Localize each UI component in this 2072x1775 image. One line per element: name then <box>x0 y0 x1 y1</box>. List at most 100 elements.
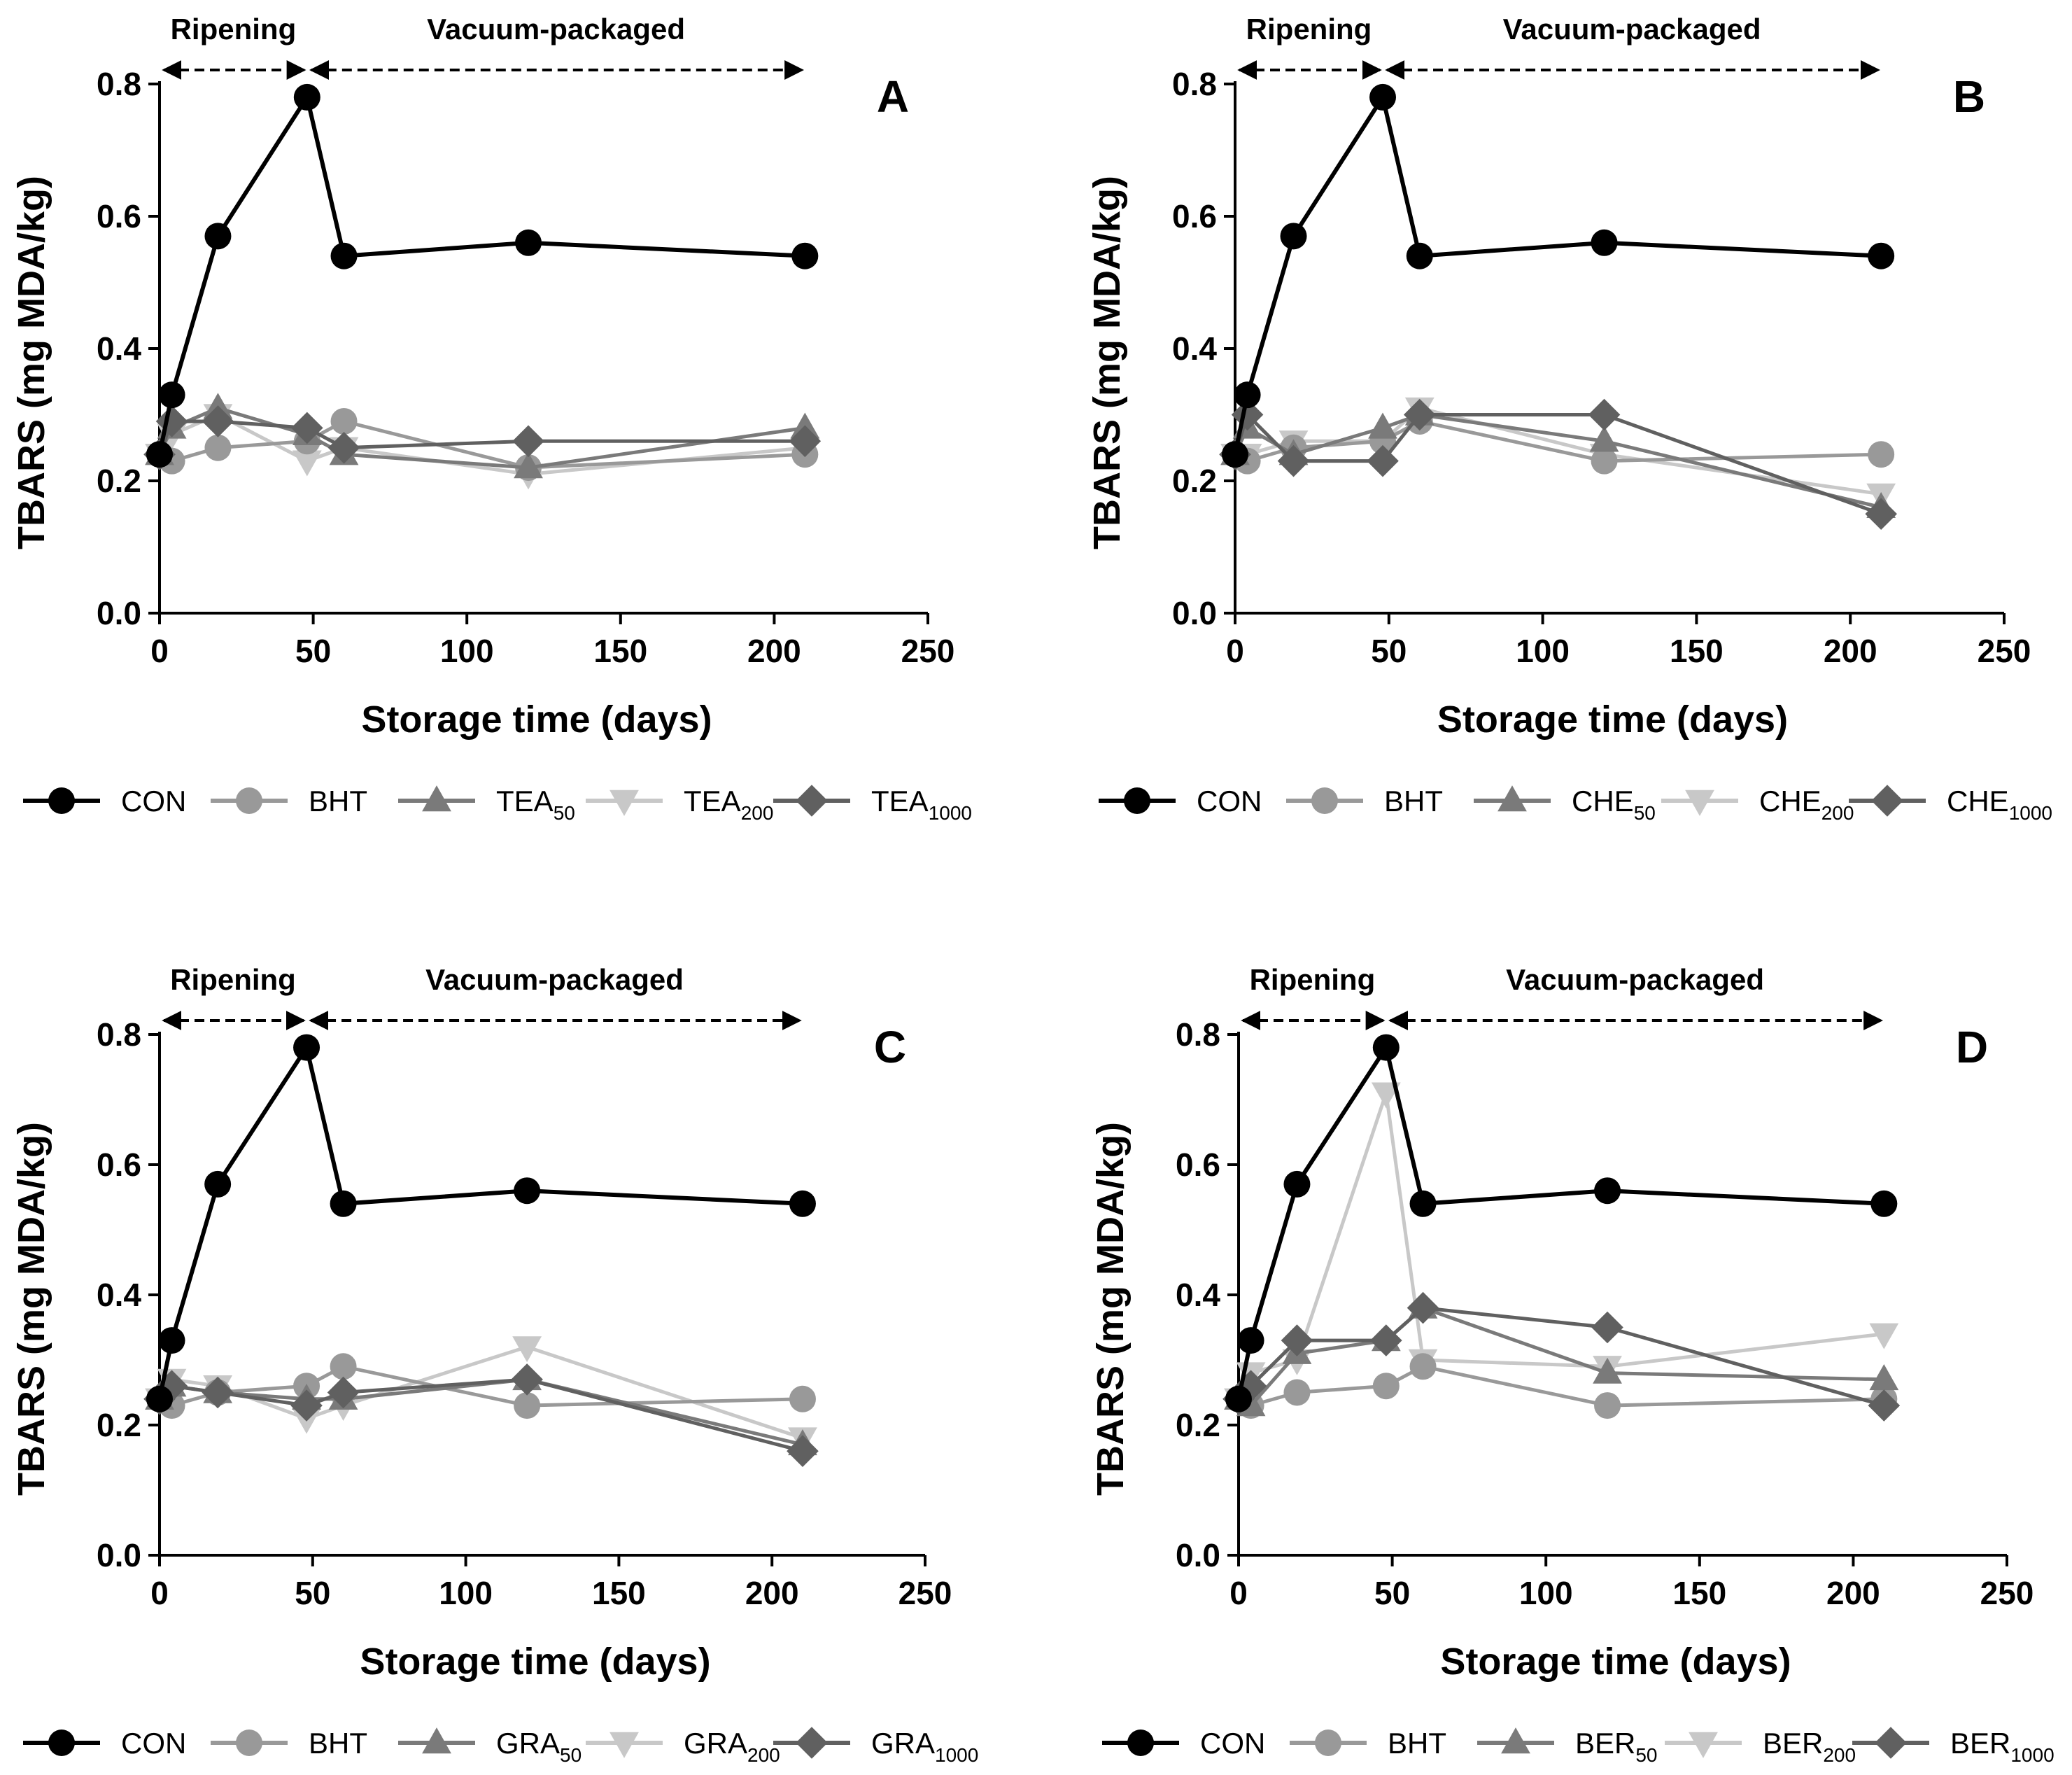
x-tick-label: 250 <box>1978 633 2031 669</box>
legend-subscript: 50 <box>554 802 575 824</box>
legend-label: BER200 <box>1763 1727 1856 1766</box>
x-tick-label: 250 <box>898 1575 952 1611</box>
data-point <box>1283 1379 1311 1406</box>
x-tick-label: 150 <box>1670 633 1724 669</box>
data-point <box>1409 1353 1437 1380</box>
legend-label: GRA1000 <box>871 1727 978 1766</box>
data-point <box>1222 441 1248 468</box>
legend-subscript: 1000 <box>2009 802 2052 824</box>
x-tick-label: 50 <box>295 1575 330 1611</box>
phase-label: Ripening <box>1250 963 1376 996</box>
legend-label: CON <box>1200 1727 1265 1760</box>
legend-subscript: 200 <box>1823 1744 1856 1766</box>
x-tick-label: 100 <box>1516 633 1570 669</box>
x-tick-label: 50 <box>295 633 331 669</box>
y-tick-label: 0.2 <box>97 1407 141 1443</box>
phase-label: Vacuum-packaged <box>425 963 684 996</box>
data-point <box>330 1353 357 1380</box>
legend-marker <box>1501 1727 1530 1754</box>
data-point <box>511 1363 543 1396</box>
x-axis-title: Storage time (days) <box>361 699 712 741</box>
legend-marker <box>1871 785 1903 817</box>
y-axis-title: TBARS (mg MDA/kg) <box>1086 176 1128 549</box>
data-point <box>146 1385 173 1412</box>
data-point <box>1868 242 1895 269</box>
data-point <box>791 242 819 269</box>
data-point <box>1869 1364 1899 1391</box>
data-point <box>512 1336 542 1363</box>
x-axis-title: Storage time (days) <box>360 1641 710 1683</box>
y-tick-label: 0.8 <box>97 66 141 102</box>
legend-subscript: 1000 <box>929 802 972 824</box>
legend-subscript: 1000 <box>2010 1744 2054 1766</box>
data-point <box>789 1190 816 1217</box>
y-tick-label: 0.8 <box>97 1016 141 1053</box>
y-axis-title: TBARS (mg MDA/kg) <box>10 176 52 549</box>
x-tick-label: 50 <box>1371 633 1407 669</box>
data-point <box>327 1376 360 1409</box>
data-point <box>1870 1190 1898 1217</box>
y-tick-label: 0.2 <box>1176 1407 1220 1443</box>
data-point <box>1406 242 1433 269</box>
data-point <box>1588 398 1621 431</box>
y-axis-title: TBARS (mg MDA/kg) <box>1090 1122 1132 1496</box>
series-line-con <box>1233 94 1882 455</box>
y-tick-label: 0.0 <box>97 595 141 631</box>
y-tick-label: 0.6 <box>97 1146 141 1183</box>
data-point <box>1407 1291 1439 1324</box>
y-tick-label: 0.6 <box>97 198 141 234</box>
y-tick-label: 0.0 <box>1176 1537 1220 1573</box>
legend-label: CON <box>121 785 186 818</box>
panel-B: 0.0 0.2 0.4 0.6 0.8 0 50 100 150 200 250 Storage ti… <box>1086 13 2052 824</box>
data-point <box>204 1170 232 1198</box>
data-point <box>1225 1385 1252 1412</box>
data-point <box>1367 444 1399 477</box>
legend-label: BER1000 <box>1950 1727 2055 1766</box>
x-tick-label: 0 <box>150 633 169 669</box>
x-axis-title: Storage time (days) <box>1437 699 1788 741</box>
x-tick-label: 50 <box>1374 1575 1410 1611</box>
series-line-che1000 <box>1233 413 1882 516</box>
x-tick-label: 0 <box>150 1575 169 1611</box>
legend-marker <box>236 1730 262 1756</box>
y-tick-label: 0.0 <box>97 1537 141 1573</box>
data-point <box>202 1376 234 1409</box>
legend-marker <box>48 787 75 814</box>
y-axis-title: TBARS (mg MDA/kg) <box>10 1122 52 1496</box>
data-point <box>1281 1324 1313 1356</box>
legend-subscript: 200 <box>1821 802 1854 824</box>
data-point <box>146 441 173 468</box>
legend-marker <box>1127 1730 1154 1756</box>
y-tick-label: 0.2 <box>1172 463 1217 499</box>
legend-subscript: 50 <box>1634 802 1656 824</box>
legend-label: BHT <box>1388 1727 1446 1760</box>
x-tick-label: 200 <box>1824 633 1877 669</box>
data-point <box>789 1385 816 1412</box>
legend-marker <box>422 785 451 812</box>
legend-label: BER50 <box>1575 1727 1658 1766</box>
panel-letter: B <box>1953 71 1985 122</box>
x-tick-label: 0 <box>1229 1575 1248 1611</box>
phase-label: Vacuum-packaged <box>1503 13 1761 45</box>
legend-subscript: 50 <box>560 1744 582 1766</box>
data-point <box>512 425 544 458</box>
x-tick-label: 100 <box>439 1575 493 1611</box>
x-tick-label: 200 <box>1826 1575 1880 1611</box>
data-point <box>330 1190 357 1217</box>
data-point <box>1591 229 1618 256</box>
y-tick-label: 0.4 <box>97 330 141 367</box>
legend-label: BHT <box>1384 785 1443 818</box>
legend-label: TEA50 <box>496 785 575 824</box>
panel-D: 0.0 0.2 0.4 0.6 0.8 0 50 100 150 200 250 Storage ti… <box>1090 963 2055 1766</box>
legend-subscript: 200 <box>741 802 774 824</box>
panel-C: 0.0 0.2 0.4 0.6 0.8 0 50 100 150 200 250 Storage ti… <box>10 963 978 1766</box>
y-tick-label: 0.6 <box>1172 198 1217 234</box>
panel-letter: C <box>874 1022 906 1072</box>
data-point <box>330 242 358 269</box>
x-tick-label: 150 <box>1672 1575 1726 1611</box>
legend-subscript: 1000 <box>935 1744 978 1766</box>
series-line-con <box>157 1045 803 1400</box>
data-point <box>158 1327 185 1354</box>
data-point <box>1589 426 1619 452</box>
